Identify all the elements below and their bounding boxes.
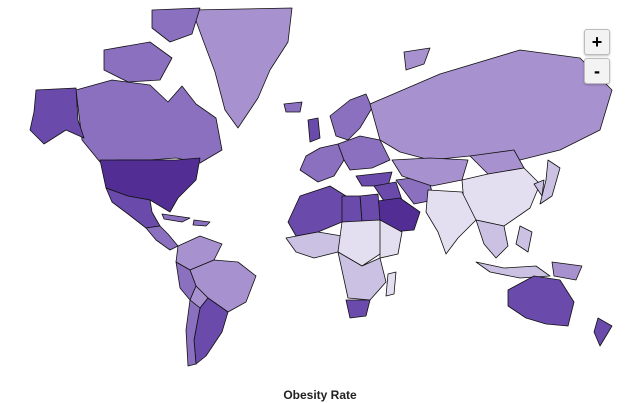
region-arctic-islands[interactable] [151, 7, 201, 43]
region-japan[interactable] [539, 159, 561, 205]
region-new-guinea[interactable] [551, 261, 583, 281]
zoom-out-button[interactable]: - [584, 58, 610, 84]
region-new-zealand[interactable] [593, 317, 613, 347]
region-central-america[interactable] [145, 225, 179, 251]
region-novaya-zemlya[interactable] [403, 47, 431, 71]
region-madagascar[interactable] [385, 271, 397, 297]
region-indonesia[interactable] [475, 261, 551, 279]
region-west-africa[interactable] [285, 231, 343, 259]
region-korea[interactable] [533, 179, 545, 197]
region-united-kingdom[interactable] [307, 117, 321, 143]
region-east-africa[interactable] [379, 219, 403, 259]
region-southern-africa[interactable] [337, 251, 387, 301]
region-libya[interactable] [341, 195, 363, 223]
region-western-europe[interactable] [299, 143, 345, 183]
region-russia[interactable] [369, 49, 613, 161]
region-scandinavia[interactable] [329, 93, 373, 141]
region-iceland[interactable] [283, 101, 303, 113]
region-chile[interactable] [185, 299, 201, 367]
region-caribbean[interactable] [192, 219, 211, 227]
region-canada[interactable] [75, 79, 223, 164]
region-south-asia[interactable] [425, 189, 477, 255]
region-north-africa[interactable] [287, 185, 347, 237]
region-southeast-asia[interactable] [475, 219, 509, 259]
region-canadian-arctic-archipelago[interactable] [103, 41, 173, 83]
region-eastern-europe[interactable] [337, 135, 391, 171]
region-philippines[interactable] [515, 225, 533, 253]
region-south-africa[interactable] [345, 299, 371, 319]
map-caption: Obesity Rate [283, 388, 357, 402]
region-cuba[interactable] [161, 213, 191, 223]
region-egypt[interactable] [359, 193, 381, 223]
zoom-in-button[interactable]: + [584, 29, 610, 55]
region-greenland[interactable] [191, 7, 293, 129]
region-australia[interactable] [507, 275, 575, 327]
region-alaska[interactable] [29, 87, 85, 145]
